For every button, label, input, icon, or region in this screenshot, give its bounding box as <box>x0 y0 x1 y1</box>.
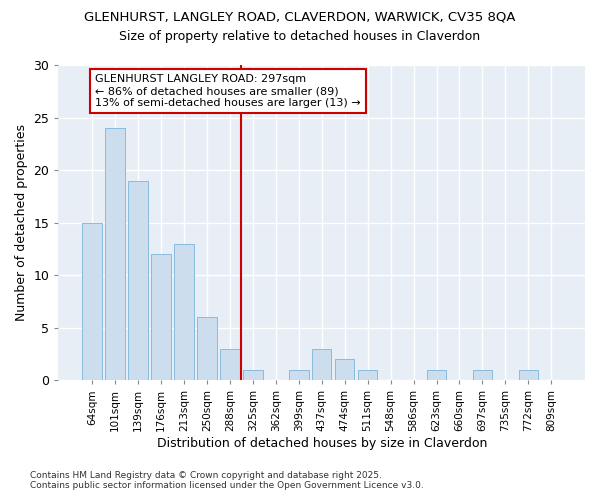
Text: Contains HM Land Registry data © Crown copyright and database right 2025.
Contai: Contains HM Land Registry data © Crown c… <box>30 470 424 490</box>
Bar <box>128 180 148 380</box>
Bar <box>473 370 492 380</box>
Bar <box>151 254 171 380</box>
X-axis label: Distribution of detached houses by size in Claverdon: Distribution of detached houses by size … <box>157 437 487 450</box>
Bar <box>518 370 538 380</box>
Bar <box>82 222 102 380</box>
Bar <box>197 317 217 380</box>
Bar <box>289 370 308 380</box>
Bar <box>243 370 263 380</box>
Bar <box>427 370 446 380</box>
Bar <box>174 244 194 380</box>
Text: Size of property relative to detached houses in Claverdon: Size of property relative to detached ho… <box>119 30 481 43</box>
Bar <box>220 349 239 380</box>
Y-axis label: Number of detached properties: Number of detached properties <box>15 124 28 321</box>
Bar <box>335 360 355 380</box>
Text: GLENHURST LANGLEY ROAD: 297sqm
← 86% of detached houses are smaller (89)
13% of : GLENHURST LANGLEY ROAD: 297sqm ← 86% of … <box>95 74 361 108</box>
Bar <box>358 370 377 380</box>
Text: GLENHURST, LANGLEY ROAD, CLAVERDON, WARWICK, CV35 8QA: GLENHURST, LANGLEY ROAD, CLAVERDON, WARW… <box>84 10 516 23</box>
Bar <box>106 128 125 380</box>
Bar <box>312 349 331 380</box>
